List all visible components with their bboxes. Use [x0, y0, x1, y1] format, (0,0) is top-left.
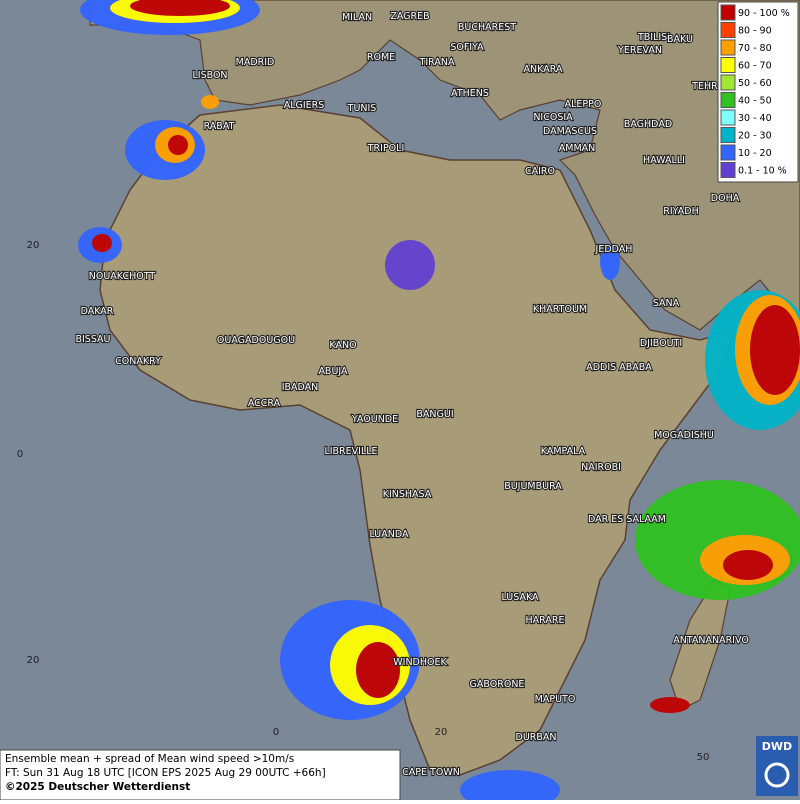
legend-swatch	[720, 57, 736, 73]
graticule-label: 20	[27, 655, 40, 666]
city-label: NAIROBI	[581, 462, 621, 473]
wind-fields	[78, 0, 800, 804]
legend-label: 70 - 80	[738, 43, 772, 54]
city-label: ATHENS	[451, 88, 489, 99]
land-africa	[99, 104, 737, 776]
logo-icon	[764, 762, 790, 788]
city-label: MOGADISHU	[654, 430, 714, 441]
city-label: YEREVAN	[617, 45, 662, 56]
city-label: LUSAKA	[501, 592, 539, 603]
graticule-label: 20	[27, 240, 40, 251]
city-label: ABUJA	[318, 366, 348, 377]
legend-swatch	[720, 92, 736, 108]
legend-label: 30 - 40	[738, 113, 772, 124]
city-label: KANO	[329, 340, 356, 351]
city-label: ACCRA	[248, 398, 281, 409]
city-label: CAIRO	[525, 166, 555, 177]
city-label: DAR ES SALAAM	[588, 514, 666, 525]
city-label: CAPE TOWN	[402, 767, 460, 778]
city-label: ROME	[367, 52, 395, 63]
city-label: CONAKRY	[115, 356, 161, 367]
city-label: LISBON	[192, 70, 227, 81]
legend-label: 50 - 60	[738, 78, 772, 89]
legend-swatch	[720, 162, 736, 178]
city-label: BUCHAREST	[458, 22, 516, 33]
city-label: GABORONE	[470, 679, 525, 690]
legend-label: 80 - 90	[738, 26, 772, 37]
legend-label: 0.1 - 10 %	[738, 166, 787, 177]
city-label: BUJUMBURA	[504, 481, 562, 492]
city-label: MILAN	[342, 12, 372, 23]
city-label: ALGIERS	[284, 100, 325, 111]
city-label: ANTANANARIVO	[673, 635, 749, 646]
city-label: IBADAN	[282, 382, 319, 393]
city-label: WINDHOEK	[393, 657, 447, 668]
graticule-label: 50	[697, 752, 710, 763]
city-label: OUAGADOUGOU	[217, 335, 295, 346]
city-label: DAKAR	[81, 306, 114, 317]
city-label: DURBAN	[516, 732, 557, 743]
city-label: SOFIYA	[450, 42, 484, 53]
legend-label: 20 - 30	[738, 131, 772, 142]
legend-label: 60 - 70	[738, 61, 772, 72]
graticule-label: 0	[17, 449, 23, 460]
city-label: KHARTOUM	[533, 304, 587, 315]
city-labels: MILAN ZAGREB BUCHAREST SOFIYA ROME TIRANA ANKA…	[74, 10, 750, 779]
city-label: RABAT	[204, 121, 235, 132]
city-label: BISSAU	[75, 334, 110, 345]
city-label: SANA	[653, 298, 680, 309]
city-label: KINSHASA	[383, 489, 432, 500]
city-label: LUANDA	[369, 529, 409, 540]
city-label: NOUAKCHOTT	[89, 271, 156, 282]
city-label: NICOSIA	[533, 112, 573, 123]
logo-text: DWD	[762, 740, 792, 753]
city-label: LIBREVILLE	[324, 446, 377, 457]
city-label: TEHRA	[691, 81, 724, 92]
legend-swatch	[720, 22, 736, 38]
city-label: ZAGREB	[390, 11, 429, 22]
city-label: TUNIS	[347, 103, 377, 114]
city-label: BAKU	[667, 34, 693, 45]
info-line: ©2025 Deutscher Wetterdienst	[5, 781, 190, 793]
city-label: AMMAN	[559, 143, 596, 154]
city-label: TRIPOLI	[367, 143, 405, 154]
city-label: HAWALLI	[643, 155, 685, 166]
legend-swatch	[720, 39, 736, 56]
legend-label: 90 - 100 %	[738, 8, 790, 19]
info-text: Ensemble mean + spread of Mean wind spee…	[5, 753, 326, 793]
graticule-label: 20	[435, 727, 448, 738]
info-line: Ensemble mean + spread of Mean wind spee…	[5, 753, 294, 765]
city-label: TBILISI	[637, 32, 670, 43]
legend: 90 - 100 % 80 - 90 70 - 80 60 - 70 50 - 60 40…	[717, 1, 799, 183]
city-label: ADDIS ABABA	[586, 362, 652, 373]
city-label: HARARE	[526, 615, 565, 626]
city-label: DAMASCUS	[543, 126, 597, 137]
city-label: MAPUTO	[535, 694, 576, 705]
graticule-labels: 20 0 20 0 20 50	[17, 240, 710, 763]
city-label: YAOUNDE	[351, 414, 398, 425]
city-label: ALEPPO	[565, 99, 602, 110]
legend-label: 40 - 50	[738, 96, 772, 107]
graticule-label: 0	[273, 727, 279, 738]
legend-swatch	[720, 144, 736, 161]
info-line: FT: Sun 31 Aug 18 UTC [ICON EPS 2025 Aug…	[5, 767, 326, 779]
city-label: DJIBOUTI	[640, 338, 682, 349]
city-label: BAGHDAD	[624, 119, 672, 130]
city-label: JEDDAH	[595, 244, 633, 255]
city-label: RIYADH	[663, 206, 698, 217]
legend-swatch	[720, 74, 736, 91]
city-label: TIRANA	[419, 57, 455, 68]
legend-label: 10 - 20	[738, 148, 772, 159]
city-label: ANKARA	[524, 64, 563, 75]
city-label: KAMPALA	[541, 446, 586, 457]
legend-swatch	[720, 127, 736, 143]
city-label: BANGUI	[416, 409, 453, 420]
city-label: MADRID	[236, 57, 275, 68]
legend-swatch	[720, 4, 736, 21]
legend-swatch	[720, 109, 736, 126]
city-label: DOHA	[711, 193, 740, 204]
